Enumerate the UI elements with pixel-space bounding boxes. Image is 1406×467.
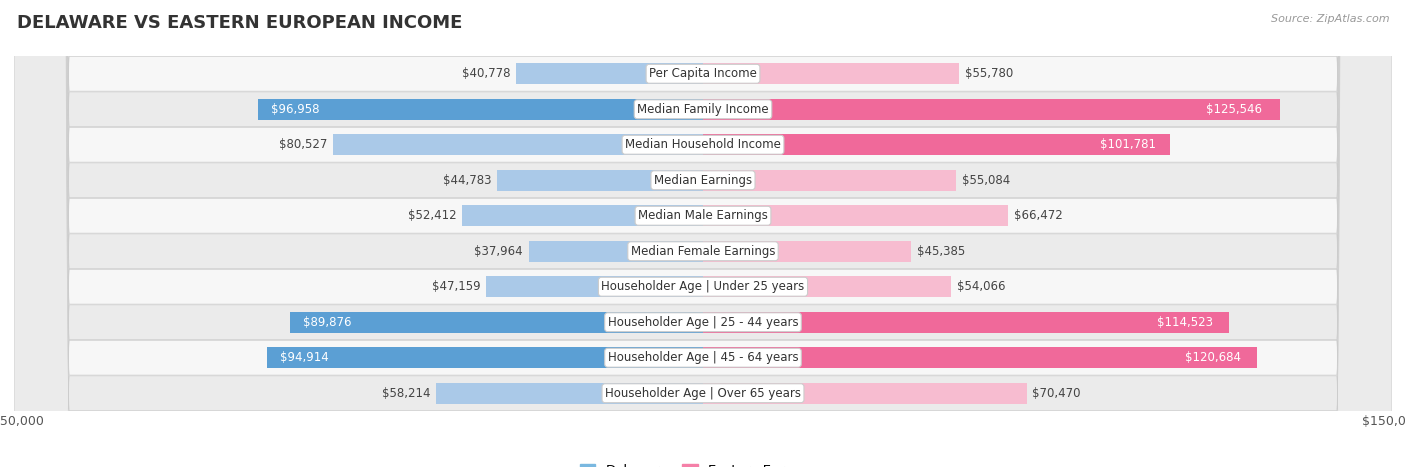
FancyBboxPatch shape bbox=[14, 0, 1392, 467]
Text: $55,084: $55,084 bbox=[962, 174, 1010, 187]
FancyBboxPatch shape bbox=[14, 0, 1392, 467]
Bar bbox=[498, 170, 703, 191]
Text: DELAWARE VS EASTERN EUROPEAN INCOME: DELAWARE VS EASTERN EUROPEAN INCOME bbox=[17, 14, 463, 32]
Text: Householder Age | 25 - 44 years: Householder Age | 25 - 44 years bbox=[607, 316, 799, 329]
Text: $101,781: $101,781 bbox=[1101, 138, 1157, 151]
Bar bbox=[529, 241, 703, 262]
FancyBboxPatch shape bbox=[14, 0, 1392, 467]
Bar bbox=[703, 134, 1170, 155]
Text: $94,914: $94,914 bbox=[280, 351, 329, 364]
Text: $125,546: $125,546 bbox=[1206, 103, 1263, 116]
Text: Median Earnings: Median Earnings bbox=[654, 174, 752, 187]
FancyBboxPatch shape bbox=[14, 0, 1392, 467]
Text: $55,780: $55,780 bbox=[965, 67, 1012, 80]
Text: Householder Age | Over 65 years: Householder Age | Over 65 years bbox=[605, 387, 801, 400]
Bar bbox=[436, 383, 703, 403]
Bar bbox=[333, 134, 703, 155]
Text: $52,412: $52,412 bbox=[408, 209, 457, 222]
Text: $114,523: $114,523 bbox=[1157, 316, 1213, 329]
FancyBboxPatch shape bbox=[14, 0, 1392, 467]
Legend: Delaware, Eastern European: Delaware, Eastern European bbox=[574, 459, 832, 467]
Bar bbox=[463, 205, 703, 226]
Text: $44,783: $44,783 bbox=[443, 174, 492, 187]
Text: $54,066: $54,066 bbox=[957, 280, 1005, 293]
Bar bbox=[703, 276, 952, 297]
Bar bbox=[703, 205, 1008, 226]
FancyBboxPatch shape bbox=[14, 0, 1392, 467]
Text: Median Family Income: Median Family Income bbox=[637, 103, 769, 116]
Text: Source: ZipAtlas.com: Source: ZipAtlas.com bbox=[1271, 14, 1389, 24]
Text: $47,159: $47,159 bbox=[432, 280, 481, 293]
Text: $80,527: $80,527 bbox=[280, 138, 328, 151]
Text: Median Household Income: Median Household Income bbox=[626, 138, 780, 151]
Text: $96,958: $96,958 bbox=[271, 103, 319, 116]
Bar bbox=[703, 241, 911, 262]
Text: $89,876: $89,876 bbox=[302, 316, 352, 329]
Bar bbox=[703, 170, 956, 191]
Text: $37,964: $37,964 bbox=[474, 245, 523, 258]
FancyBboxPatch shape bbox=[14, 0, 1392, 467]
Text: $45,385: $45,385 bbox=[917, 245, 965, 258]
Bar bbox=[703, 99, 1279, 120]
FancyBboxPatch shape bbox=[14, 0, 1392, 467]
Bar bbox=[703, 64, 959, 84]
Text: Per Capita Income: Per Capita Income bbox=[650, 67, 756, 80]
Text: Householder Age | Under 25 years: Householder Age | Under 25 years bbox=[602, 280, 804, 293]
Text: Median Female Earnings: Median Female Earnings bbox=[631, 245, 775, 258]
Text: $66,472: $66,472 bbox=[1014, 209, 1063, 222]
Bar bbox=[267, 347, 703, 368]
Text: $40,778: $40,778 bbox=[461, 67, 510, 80]
Text: $120,684: $120,684 bbox=[1185, 351, 1240, 364]
Bar bbox=[290, 312, 703, 333]
Bar bbox=[257, 99, 703, 120]
Text: $70,470: $70,470 bbox=[1032, 387, 1081, 400]
Text: $58,214: $58,214 bbox=[381, 387, 430, 400]
Bar bbox=[703, 312, 1229, 333]
Text: Householder Age | 45 - 64 years: Householder Age | 45 - 64 years bbox=[607, 351, 799, 364]
FancyBboxPatch shape bbox=[14, 0, 1392, 467]
Text: Median Male Earnings: Median Male Earnings bbox=[638, 209, 768, 222]
FancyBboxPatch shape bbox=[14, 0, 1392, 467]
Bar bbox=[516, 64, 703, 84]
Bar bbox=[486, 276, 703, 297]
Bar bbox=[703, 347, 1257, 368]
Bar bbox=[703, 383, 1026, 403]
